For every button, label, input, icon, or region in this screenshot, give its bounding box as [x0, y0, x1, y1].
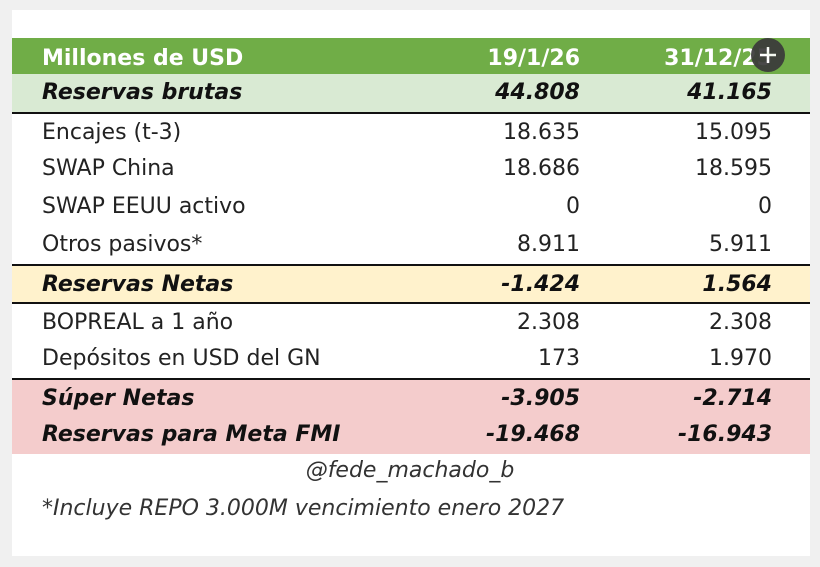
- label-cell: Reservas para Meta FMI: [42, 422, 341, 447]
- value-cell: -2.714: [693, 386, 772, 411]
- value-cell: -1.424: [501, 272, 580, 297]
- value-cell: 44.808: [495, 80, 580, 105]
- value-cell: 1.970: [709, 346, 772, 371]
- table-row: BOPREAL a 1 año 2.308 2.308: [12, 302, 810, 340]
- value-cell: 18.686: [503, 156, 580, 181]
- value-cell: 1.564: [702, 272, 772, 297]
- label-cell: Otros pasivos*: [42, 232, 203, 257]
- table-row: Encajes (t-3) 18.635 15.095: [12, 112, 810, 150]
- value-cell: 8.911: [517, 232, 580, 257]
- label-cell: Depósitos en USD del GN: [42, 346, 321, 371]
- value-cell: 0: [758, 194, 772, 219]
- table-row: SWAP EEUU activo 0 0: [12, 188, 810, 226]
- label-cell: Reservas brutas: [42, 80, 243, 105]
- header-cell: 19/1/26: [487, 46, 580, 71]
- value-cell: 41.165: [687, 80, 772, 105]
- value-cell: -19.468: [485, 422, 580, 447]
- value-cell: -3.905: [501, 386, 580, 411]
- label-cell: Súper Netas: [42, 386, 195, 411]
- table-row: Súper Netas -3.905 -2.714: [12, 378, 810, 416]
- value-cell: 15.095: [695, 120, 772, 145]
- value-cell: 18.635: [503, 120, 580, 145]
- value-cell: 2.308: [517, 310, 580, 335]
- label-cell: SWAP EEUU activo: [42, 194, 246, 219]
- label-cell: BOPREAL a 1 año: [42, 310, 234, 335]
- table-row: Reservas Netas -1.424 1.564: [12, 264, 810, 302]
- label-cell: Encajes (t-3): [42, 120, 182, 145]
- value-cell: 18.595: [695, 156, 772, 181]
- table-row: Depósitos en USD del GN 173 1.970: [12, 340, 810, 378]
- table-card: Millones de USD 19/1/26 31/12/25 Reservas b…: [12, 10, 810, 556]
- table-row: SWAP China 18.686 18.595: [12, 150, 810, 188]
- table-row: Reservas brutas 44.808 41.165: [12, 74, 810, 112]
- add-button[interactable]: [751, 38, 785, 72]
- footnote: *Incluye REPO 3.000M vencimiento enero 2…: [42, 496, 565, 521]
- header-cell: Millones de USD: [42, 46, 244, 71]
- value-cell: 173: [538, 346, 580, 371]
- value-cell: 0: [566, 194, 580, 219]
- header-row: Millones de USD 19/1/26 31/12/25: [12, 38, 810, 74]
- plus-icon: [760, 47, 776, 63]
- label-cell: Reservas Netas: [42, 272, 234, 297]
- value-cell: 5.911: [709, 232, 772, 257]
- table-row: Otros pasivos* 8.911 5.911: [12, 226, 810, 264]
- credit: @fede_machado_b: [305, 458, 515, 483]
- table-row: Reservas para Meta FMI -19.468 -16.943: [12, 416, 810, 454]
- label-cell: SWAP China: [42, 156, 175, 181]
- value-cell: -16.943: [677, 422, 772, 447]
- value-cell: 2.308: [709, 310, 772, 335]
